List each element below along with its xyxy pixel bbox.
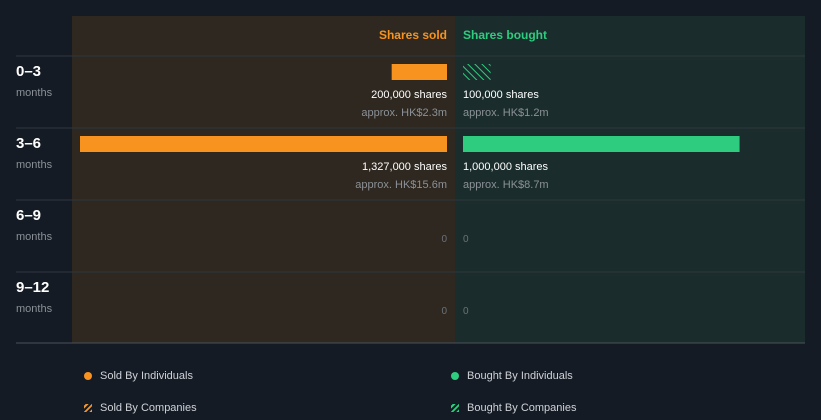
sold-shares-label: 200,000 shares xyxy=(371,89,447,101)
period-unit: months xyxy=(16,87,53,99)
bought-approx-value: approx. HK$8.7m xyxy=(463,179,549,191)
hatch-marker-icon xyxy=(84,404,92,412)
bar-bought-companies xyxy=(463,64,491,80)
sold-approx-value: approx. HK$15.6m xyxy=(355,179,447,191)
sold-approx-value: approx. HK$2.3m xyxy=(361,107,447,119)
bought-shares-label: 1,000,000 shares xyxy=(463,161,549,173)
legend-label: Sold By Individuals xyxy=(100,370,193,382)
bought-shares-label: 0 xyxy=(463,306,469,317)
sold-shares-label: 1,327,000 shares xyxy=(362,161,448,173)
bar-sold-individuals xyxy=(391,64,447,80)
legend-label: Bought By Individuals xyxy=(467,370,573,382)
sold-shares-label: 0 xyxy=(441,234,447,245)
legend-label: Sold By Companies xyxy=(100,402,197,414)
legend-bought-individuals: Bought By Individuals xyxy=(451,370,573,382)
bought-approx-value: approx. HK$1.2m xyxy=(463,107,549,119)
period-unit: months xyxy=(16,159,53,171)
hatch-marker-icon xyxy=(451,404,459,412)
legend-sold-individuals: Sold By Individuals xyxy=(84,370,193,382)
dot-marker-icon xyxy=(451,372,459,380)
bought-panel xyxy=(455,16,805,343)
period-label: 9–12 xyxy=(16,279,49,296)
legend-bought-companies: Bought By Companies xyxy=(451,402,576,414)
bar-sold-individuals xyxy=(80,136,447,152)
sold-panel xyxy=(72,16,455,343)
period-label: 0–3 xyxy=(16,63,41,80)
sold-shares-label: 0 xyxy=(441,306,447,317)
period-label: 6–9 xyxy=(16,207,41,224)
header-shares-bought: Shares bought xyxy=(463,28,547,42)
legend-label: Bought By Companies xyxy=(467,402,577,414)
period-label: 3–6 xyxy=(16,135,41,152)
period-unit: months xyxy=(16,231,53,243)
dot-marker-icon xyxy=(84,372,92,380)
bought-shares-label: 0 xyxy=(463,234,469,245)
bought-shares-label: 100,000 shares xyxy=(463,89,539,101)
bar-bought-individuals xyxy=(463,136,740,152)
header-shares-sold: Shares sold xyxy=(379,28,447,42)
period-unit: months xyxy=(16,303,53,315)
legend-sold-companies: Sold By Companies xyxy=(84,402,197,414)
